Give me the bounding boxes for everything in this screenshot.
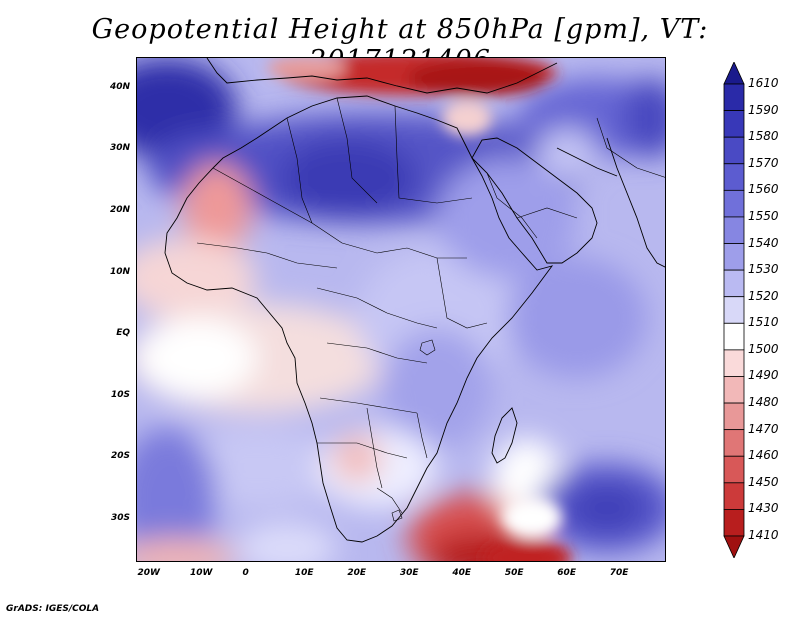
lat-tick-label: 30N (109, 143, 130, 154)
border-line (596, 117, 665, 178)
colorbar-tick-label: 1560 (748, 182, 779, 197)
colorbar-tick-label: 1500 (748, 341, 779, 356)
colorbar-segment (723, 110, 745, 138)
lat-tick-label: 20N (109, 204, 130, 215)
colorbar-tick-label: 1430 (748, 501, 779, 516)
india-coastline (606, 137, 665, 268)
colorbar-segment (723, 296, 745, 324)
lon-tick-label: 20E (347, 568, 367, 578)
colorbar-segment (723, 163, 745, 191)
lon-tick-label: 0 (242, 568, 249, 578)
colorbar-tick-label: 1460 (748, 448, 779, 463)
colorbar-tick-label: 1520 (748, 288, 779, 303)
colorbar-segment (723, 189, 745, 218)
colorbar-tick-label: 1490 (748, 368, 779, 383)
lon-tick-label: 60E (557, 568, 576, 578)
arabia-coastline (471, 137, 598, 264)
colorbar-tick-label: 1550 (748, 208, 779, 223)
lesotho (391, 509, 403, 522)
colorbar-segment (723, 349, 745, 377)
colorbar-segment (723, 402, 745, 431)
border-line (196, 242, 338, 269)
lon-tick-label: 30E (399, 568, 419, 578)
border-line (366, 407, 383, 489)
border-line (416, 412, 428, 459)
africa-coastline (164, 95, 554, 543)
border-line (516, 207, 578, 219)
colorbar-tick-label: 1610 (748, 76, 779, 90)
border-line (212, 167, 343, 244)
lake-victoria (419, 339, 436, 356)
lon-tick-label: 10W (189, 568, 213, 578)
lat-tick-label: 10N (109, 266, 130, 277)
border-line (316, 287, 438, 329)
border-line (317, 442, 408, 459)
border-line (286, 117, 313, 224)
colorbar-tick-label: 1580 (748, 129, 779, 144)
colorbar-segment (723, 509, 745, 537)
europe-coastline (206, 58, 558, 94)
border-line (319, 397, 418, 414)
border-line (341, 242, 467, 259)
border-line (326, 342, 428, 364)
colorbar-segment (723, 243, 745, 271)
colorbar-tick-label: 1590 (748, 102, 779, 117)
colorbar-tick-label: 1450 (748, 474, 779, 489)
coastlines (164, 58, 665, 543)
colorbar-segment (723, 455, 745, 484)
colorbar-segment (723, 322, 745, 351)
colorbar-tick-label: 1410 (748, 528, 779, 542)
grads-credit: GrADS: IGES/COLA (6, 604, 100, 614)
border-line (336, 97, 378, 204)
lon-tick-label: 70E (609, 568, 629, 578)
colorbar-segment (723, 376, 745, 404)
colorbar-segment (723, 83, 745, 111)
colorbar-tick-label: 1480 (748, 395, 779, 410)
colorbar-tick-label: 1530 (748, 262, 779, 277)
colorbar-top-arrow (723, 62, 745, 85)
colorbar-segment (723, 216, 745, 244)
lon-tick-label: 20W (137, 568, 160, 578)
lon-tick-label: 50E (504, 568, 524, 578)
lat-tick-label: 20S (110, 451, 130, 462)
colorbar-tick-label: 1540 (748, 235, 779, 250)
map-canvas (137, 58, 665, 561)
border-line (394, 105, 473, 204)
colorbar-segment (723, 269, 745, 298)
colorbar-tick-label: 1470 (748, 421, 779, 436)
lon-tick-label: 10E (294, 568, 314, 578)
height-field-top-red (267, 58, 572, 561)
colorbar-tick-label: 1510 (748, 315, 779, 330)
iran-coast (556, 147, 618, 177)
height-field (137, 58, 665, 561)
colorbar-segment (723, 482, 745, 510)
lat-tick-label: 10S (110, 389, 130, 400)
colorbar-segment (723, 136, 745, 165)
colorbar-tick-label: 1570 (748, 155, 779, 170)
lon-tick-label: 40E (452, 568, 472, 578)
colorbar-bottom-arrow (723, 535, 745, 558)
colorbar-segment (723, 429, 745, 457)
map-panel (136, 57, 666, 562)
border-line (376, 487, 403, 514)
colorbar (723, 62, 745, 558)
lat-tick-label: 40N (109, 81, 130, 92)
country-borders (196, 97, 665, 522)
lat-tick-label: EQ (116, 328, 130, 339)
madagascar-coastline (491, 407, 518, 464)
lat-tick-label: 30S (110, 512, 130, 523)
border-line (486, 172, 538, 239)
border-line (436, 257, 488, 329)
